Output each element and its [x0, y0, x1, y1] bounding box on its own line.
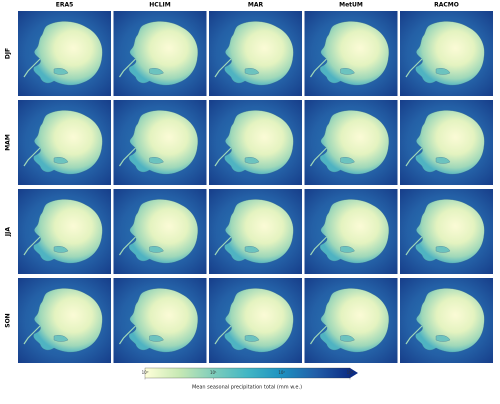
colorbar-label: Mean seasonal precipitation total (mm w.…: [192, 385, 302, 391]
map-panel: [17, 277, 112, 364]
column-title: MAR: [248, 2, 264, 9]
map-panel: [17, 188, 112, 275]
colorbar-tick-label: 10³: [347, 370, 354, 375]
map-panel: [112, 188, 208, 275]
map-panel: [303, 99, 399, 186]
panel-grid: ERA5 HCLIM MAR MetUM RACMO DJF MAM JJA SON: [5, 2, 494, 364]
map-panel: [303, 188, 399, 275]
column-title: RACMO: [434, 2, 459, 9]
colorbar-tick-label: 10⁰: [142, 370, 149, 375]
map-panel: [112, 99, 208, 186]
map-panel: [112, 10, 208, 97]
colorbar-tick-label: 10¹: [210, 370, 217, 375]
map-panel: [303, 10, 399, 97]
map-panel: [208, 188, 303, 275]
row-title: JJA: [5, 227, 12, 237]
map-panel: [17, 99, 112, 186]
map-panel: [399, 99, 494, 186]
colorbar-tick-label: 10²: [278, 370, 285, 375]
map-panel: [112, 277, 208, 364]
column-title: MetUM: [339, 2, 363, 9]
map-panel: [399, 277, 494, 364]
column-title: ERA5: [56, 2, 74, 9]
map-panel: [208, 10, 303, 97]
row-title: MAM: [5, 134, 12, 151]
map-panel: [208, 99, 303, 186]
map-panel: [399, 10, 494, 97]
colorbar-scale: [144, 367, 351, 379]
map-panel: [208, 277, 303, 364]
map-panel: [303, 277, 399, 364]
map-panel: [399, 188, 494, 275]
colorbar: Mean seasonal precipitation total (mm w.…: [142, 367, 358, 391]
colorbar-extend: [350, 368, 358, 378]
map-panel: [17, 10, 112, 97]
row-title: DJF: [5, 48, 12, 59]
column-title: HCLIM: [149, 2, 170, 9]
row-title: SON: [5, 313, 12, 327]
